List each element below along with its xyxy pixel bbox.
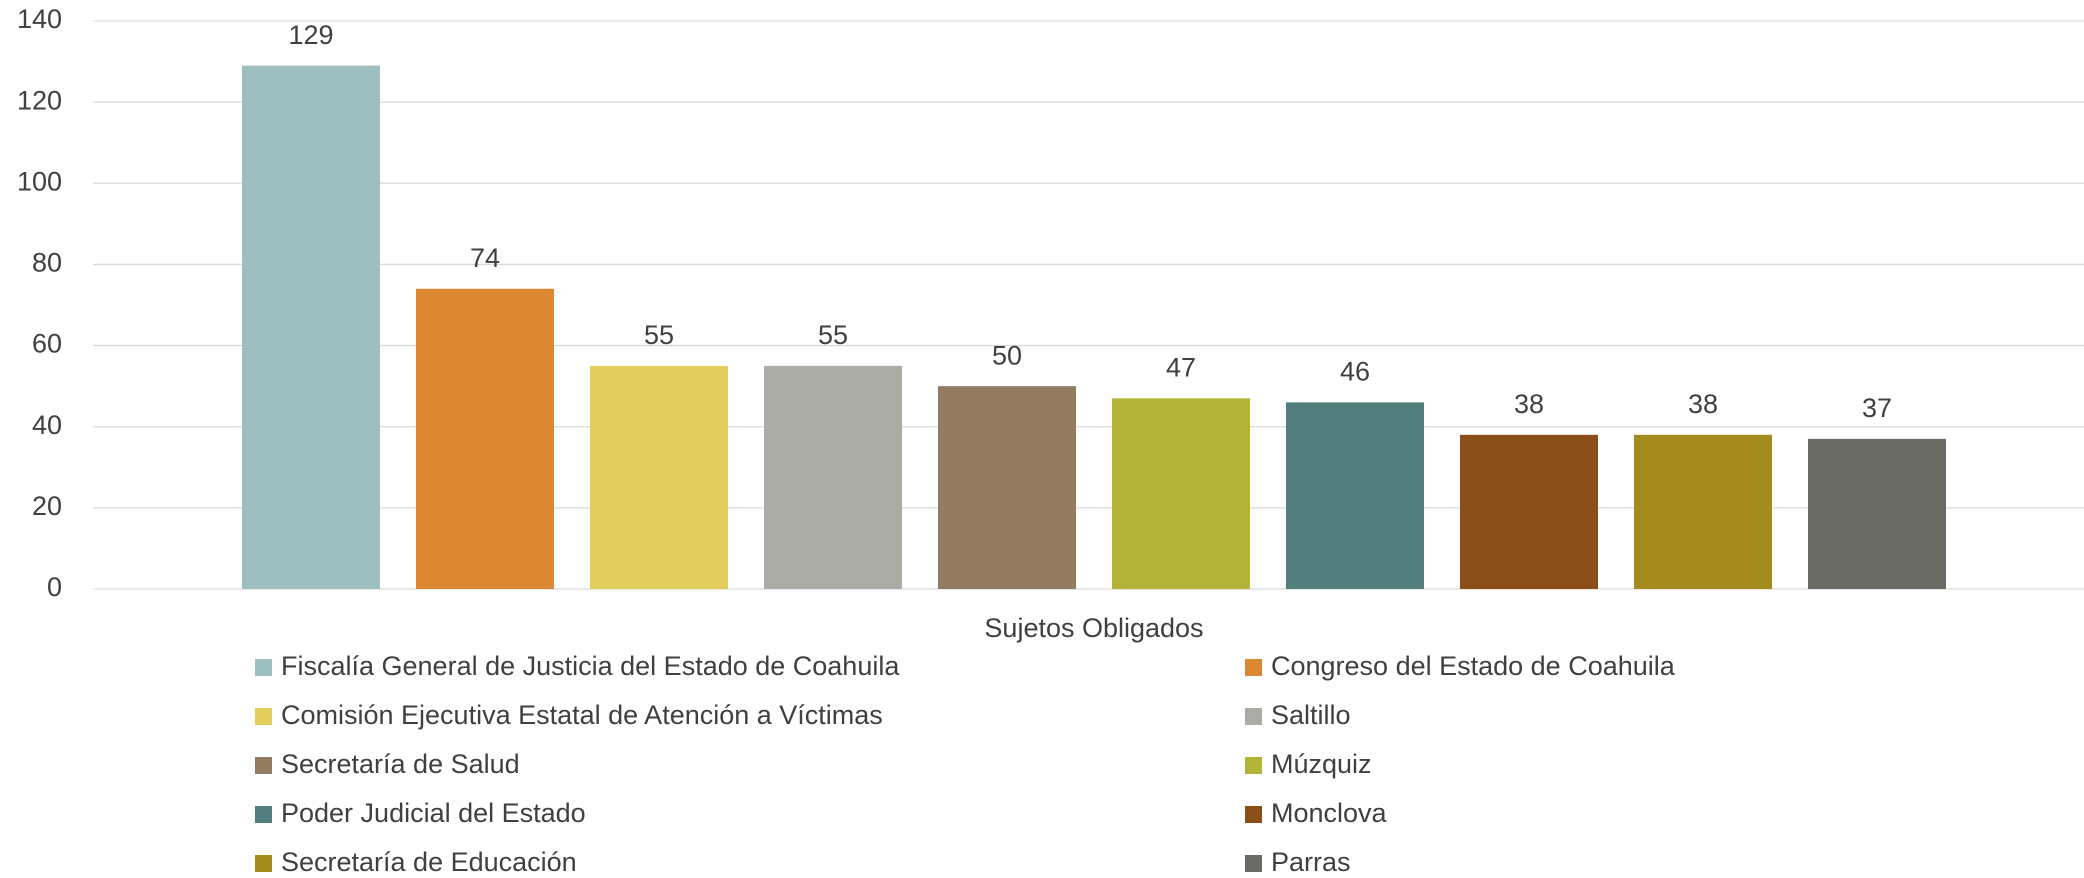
legend-label: Saltillo [1271,700,1351,730]
bar [1286,402,1424,589]
data-label: 129 [288,20,333,50]
legend-label: Poder Judicial del Estado [281,798,586,828]
y-tick-label: 120 [17,85,62,115]
y-tick-label: 20 [32,491,62,521]
data-label: 46 [1340,356,1370,386]
legend-swatch [1245,708,1262,725]
bar [1112,398,1250,589]
data-label: 55 [818,320,848,350]
y-tick-label: 140 [17,4,62,34]
legend-swatch [1245,757,1262,774]
data-label: 74 [470,243,500,273]
legend-swatch [1245,806,1262,823]
data-label: 38 [1688,389,1718,419]
data-label: 47 [1166,352,1196,382]
data-label: 50 [992,340,1022,370]
bar [242,65,380,590]
legend-label: Fiscalía General de Justicia del Estado … [281,651,900,681]
data-label: 38 [1514,389,1544,419]
legend-swatch [255,855,272,872]
data-label: 55 [644,320,674,350]
bar [416,288,554,589]
bar [1460,434,1598,589]
bar [1808,438,1946,589]
legend-swatch [255,806,272,823]
y-tick-label: 0 [47,572,62,602]
legend-label: Secretaría de Educación [281,847,577,877]
legend-label: Congreso del Estado de Coahuila [1271,651,1676,681]
bar [590,365,728,589]
legend-swatch [1245,659,1262,676]
legend-swatch [255,757,272,774]
legend-label: Monclova [1271,798,1388,828]
legend-label: Múzquiz [1271,749,1372,779]
y-tick-label: 80 [32,248,62,278]
legend-label: Parras [1271,847,1351,877]
legend-swatch [255,659,272,676]
bar [938,386,1076,589]
legend-swatch [255,708,272,725]
y-tick-label: 100 [17,166,62,196]
legend-label: Secretaría de Salud [281,749,520,779]
data-label: 37 [1862,393,1892,423]
category-label: Sujetos Obligados [984,613,1203,643]
legend-swatch [1245,855,1262,872]
y-tick-label: 40 [32,410,62,440]
bar [1634,434,1772,589]
bar [764,365,902,589]
legend-label: Comisión Ejecutiva Estatal de Atención a… [281,700,883,730]
y-tick-label: 60 [32,329,62,359]
